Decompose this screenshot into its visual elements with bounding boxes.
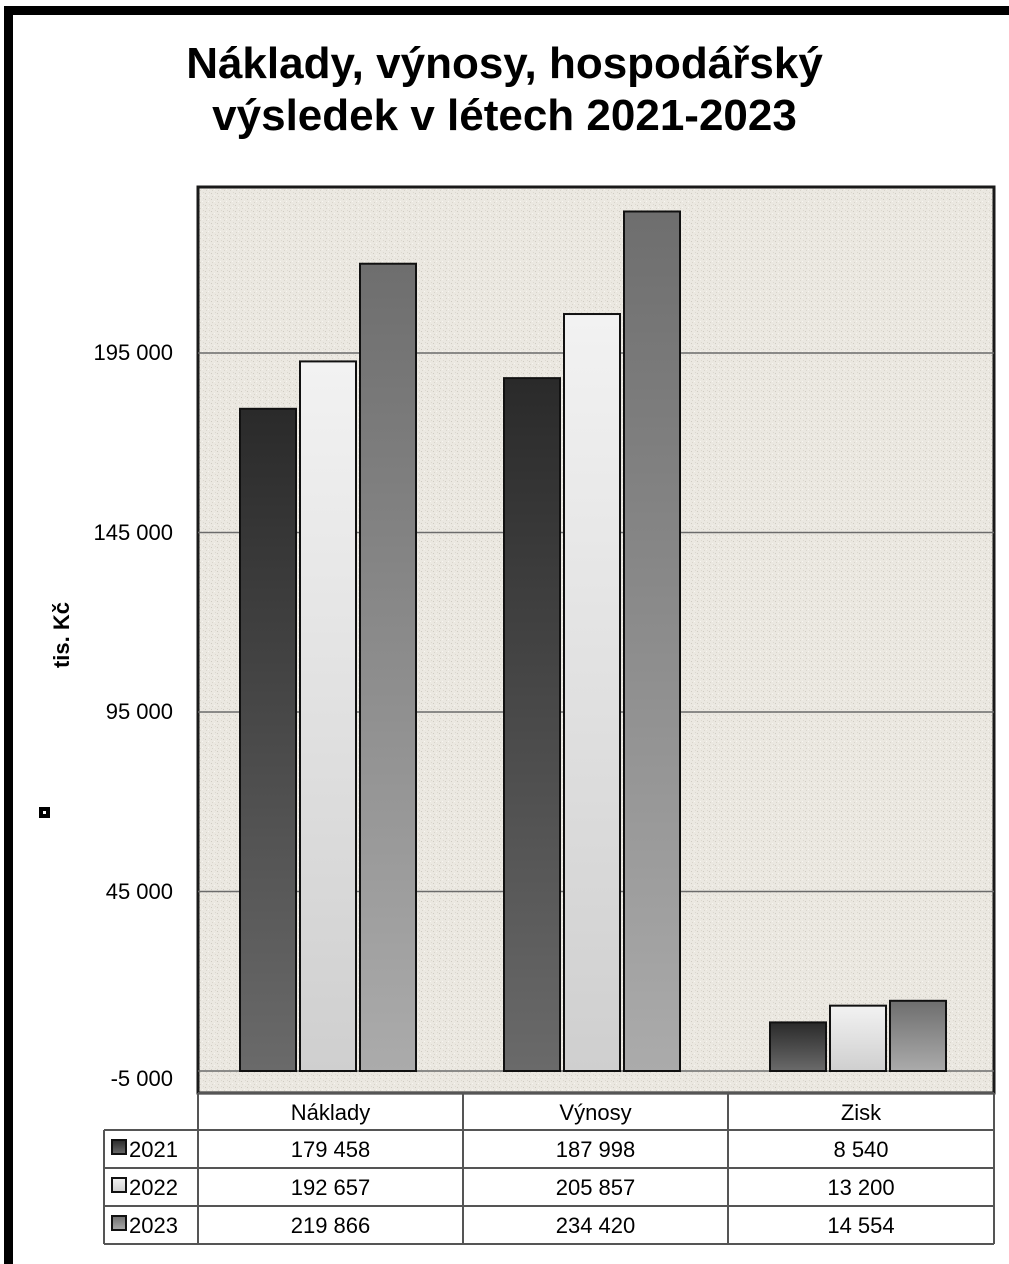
chart-title: Náklady, výnosy, hospodářský výsledek v … (0, 38, 1009, 142)
x-tick-label: Zisk (841, 1100, 882, 1125)
data-label-náklady-2022: 192 657 (291, 1175, 371, 1200)
chart-title-line-1: Náklady, výnosy, hospodářský (186, 39, 823, 88)
bar-náklady-2022 (299, 360, 357, 1072)
data-label-výnosy-2021: 187 998 (556, 1137, 636, 1162)
bars (239, 210, 947, 1073)
data-label-náklady-2023: 219 866 (291, 1213, 371, 1238)
chart-title-line-2: výsledek v létech 2021-2023 (212, 91, 797, 140)
bar-náklady-2023 (359, 262, 417, 1072)
x-tick-label: Výnosy (559, 1100, 631, 1125)
y-tick-label: 195 000 (93, 340, 173, 365)
legend-swatch-2023 (111, 1215, 127, 1231)
y-tick-label: -5 000 (110, 1066, 173, 1091)
y-tick-label: 95 000 (105, 699, 173, 724)
bar-zisk-2023 (889, 999, 947, 1073)
data-label-zisk-2023: 14 554 (827, 1213, 894, 1238)
bar-výnosy-2021 (503, 377, 561, 1072)
data-table: Náklady Výnosy Zisk 2021 179 458 187 998 8 540… (103, 1092, 995, 1245)
legend-marker-icon (39, 807, 50, 818)
data-label-zisk-2022: 13 200 (827, 1175, 894, 1200)
chart-frame (4, 6, 1009, 1264)
bar-zisk-2021 (769, 1021, 827, 1073)
x-tick-label: Náklady (291, 1100, 370, 1125)
legend-swatch-2021 (111, 1139, 127, 1155)
legend-label-2022: 2022 (129, 1175, 178, 1200)
bar-náklady-2021 (239, 407, 297, 1072)
legend-swatch-2022 (111, 1177, 127, 1193)
bar-zisk-2022 (829, 1004, 887, 1072)
data-label-náklady-2021: 179 458 (291, 1137, 371, 1162)
data-label-výnosy-2023: 234 420 (556, 1213, 636, 1238)
bar-výnosy-2022 (563, 313, 621, 1072)
y-tick-label: 145 000 (93, 519, 173, 545)
bar-výnosy-2023 (623, 210, 681, 1073)
legend-label-2021: 2021 (129, 1137, 178, 1162)
data-label-výnosy-2022: 205 857 (556, 1175, 636, 1200)
y-tick-label: 45 000 (105, 878, 173, 904)
legend-label-2023: 2023 (129, 1213, 178, 1238)
data-label-zisk-2021: 8 540 (833, 1137, 888, 1162)
